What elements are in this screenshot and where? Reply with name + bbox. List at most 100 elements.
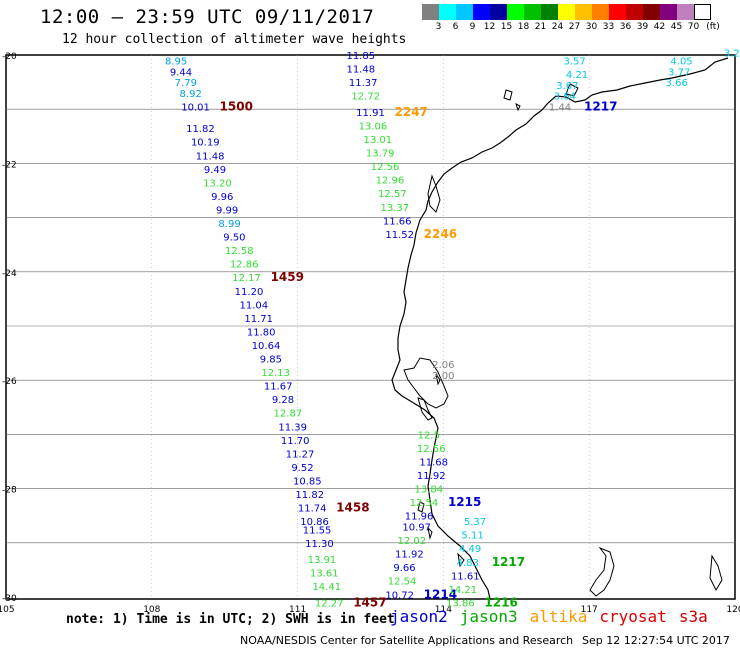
wave-height-reading: 9.28 [272,395,294,406]
footer-timestamp: Sep 12 12:27:54 UTC 2017 [582,634,730,647]
wave-height-reading: 13.06 [359,121,388,132]
scale-swatch [541,4,558,20]
scale-label: 42 [653,22,666,32]
wave-height-reading: 11.70 [281,436,310,447]
track-1215: 2.062.00 12.5 12.56 11.68 11.92 13.84 12.54 121… [410,360,482,509]
scale-label: 27 [568,22,581,32]
scale-label: 12 [483,22,496,32]
wave-height-reading: 12.54 [410,498,439,509]
satellite-legend-jason2: jason2 [390,607,448,626]
lon-tick-label: 105 [0,605,15,615]
wave-height-reading: 12.56 [371,162,400,173]
wave-height-reading: 12.54 [388,577,417,588]
scale-label: 39 [636,22,649,32]
satellite-tracks: 8.959.447.798.92 10.01 1500 11.82 10.19 11.48… [165,48,740,609]
wave-height-reading: 11.80 [247,327,276,338]
satellite-legend-cryosat: cryosat [599,607,667,626]
wave-height-scale-labels: 3 6 9 12 15 18 21 24 27 30 33 36 39 42 45 70 (ft) [422,22,724,34]
scale-swatch [660,4,677,20]
lon-tick-label: 111 [289,605,306,615]
dirk-hartog-island [417,397,433,421]
wave-height-reading: 11.37 [349,78,378,89]
wave-height-reading: 11.48 [346,65,375,76]
wave-height-reading: 2.00 [432,371,454,382]
page-title: 12:00 – 23:59 UTC 09/11/2017 [40,6,375,28]
lon-tick-label: 114 [435,605,452,615]
wave-height-reading: 4.83 [457,558,479,569]
wave-height-reading: 14.21 [449,585,478,596]
track-1219: 4.053.773.663.211219 [666,48,740,89]
scale-label: 70 [687,22,700,32]
wave-height-reading: 4.49 [459,544,481,555]
lat-tick-label: -24 [2,269,17,279]
wave-height-reading: 11.39 [278,422,307,433]
pass-time-label: 1214 [424,587,457,601]
scale-label: 6 [452,22,459,32]
axis-labels: 105 108 111 114 117 120 -20 -22 -24 -26 -28 -30 [0,52,740,615]
wave-height-reading: 13.86 [446,598,475,609]
lat-tick-label: -28 [2,486,17,496]
wave-height-reading: 12.02 [397,536,426,547]
wave-height-reading: 5.37 [464,517,486,528]
lake-inland-a [589,546,615,597]
lat-tick-label: -26 [2,377,17,387]
satellite-legend-jason3: jason3 [459,607,518,626]
lat-lon-grid [6,55,735,599]
wave-height-reading: 12.87 [274,409,303,420]
note-text: note: 1) Time is in UTC; 2) SWH is in fe… [66,612,395,627]
lat-tick-label: -22 [2,160,17,170]
wave-height-reading: 11.55 [303,525,332,536]
wave-height-reading: 12.96 [376,176,405,187]
shark-bay-inlet [403,357,449,409]
small-inlet-marks [435,373,465,568]
wave-height-reading: 12.57 [378,189,407,200]
satellite-legend-altika: altika [529,607,588,626]
wave-height-reading: 9.49 [204,165,226,176]
scale-label: 21 [534,22,547,32]
scale-swatch [694,4,711,20]
wave-height-reading: 9.66 [393,563,415,574]
scale-swatch [626,4,643,20]
wave-height-reading: 10.19 [191,138,220,149]
wave-height-reading: 10.97 [402,523,431,534]
pass-time-label: 1457 [353,595,386,609]
wave-height-reading: 11.74 [298,504,327,515]
coastline [391,57,729,600]
page-subtitle: 12 hour collection of altimeter wave hei… [62,32,407,47]
wave-height-reading: 12.56 [417,444,446,455]
satellite-legend-s3a: s3a [678,607,708,626]
scale-swatch [422,4,439,20]
wave-height-reading: 3.64 [554,92,576,103]
wave-height-reading: 10.64 [252,341,281,352]
wave-height-reading: 11.52 [385,230,414,241]
track-2247: 11.85 11.48 11.37 12.72 11.91 2247 [346,51,427,119]
scale-label: 24 [551,22,564,32]
wave-height-reading: 2.06 [432,360,454,371]
track-2246: 13.06 13.01 13.79 12.56 12.96 12.57 13.37 11.66… [359,121,457,240]
pass-time-label: 1459 [271,270,304,284]
scale-label: 15 [500,22,513,32]
scale-label: 18 [517,22,530,32]
wave-height-reading: 11.04 [240,300,269,311]
wave-height-reading: 10.85 [293,476,322,487]
lat-tick-label: -30 [2,594,17,604]
ningaloo-cape [427,174,441,213]
wave-height-reading: 11.96 [405,512,434,523]
scale-swatch [677,4,694,20]
wave-height-reading: 8.92 [180,89,202,100]
scale-label: 3 [435,22,442,32]
wave-height-reading: 10.01 [181,102,210,113]
wave-height-reading: 1.44 [549,102,571,113]
scale-swatch [575,4,592,20]
wave-height-reading: 13.37 [380,203,409,214]
track-1500: 8.959.447.798.92 10.01 1500 [165,56,253,113]
scale-swatch [507,4,524,20]
islands-north [503,83,579,112]
pass-time-label: 1215 [448,495,481,509]
wave-height-reading: 12.72 [351,92,380,103]
wave-height-reading: 11.68 [419,458,448,469]
wave-height-reading: 12.58 [225,246,254,257]
scale-swatch [456,4,473,20]
scale-label: 9 [469,22,476,32]
